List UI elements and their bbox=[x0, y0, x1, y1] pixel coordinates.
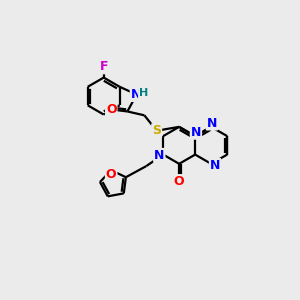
Text: N: N bbox=[131, 88, 141, 101]
Text: S: S bbox=[152, 124, 161, 137]
Text: N: N bbox=[207, 116, 217, 130]
Text: N: N bbox=[210, 159, 220, 172]
Text: O: O bbox=[174, 175, 184, 188]
Text: N: N bbox=[154, 149, 164, 162]
Text: O: O bbox=[106, 103, 116, 116]
Text: N: N bbox=[191, 126, 201, 139]
Text: F: F bbox=[100, 60, 108, 73]
Text: H: H bbox=[139, 88, 148, 98]
Text: O: O bbox=[106, 168, 116, 181]
